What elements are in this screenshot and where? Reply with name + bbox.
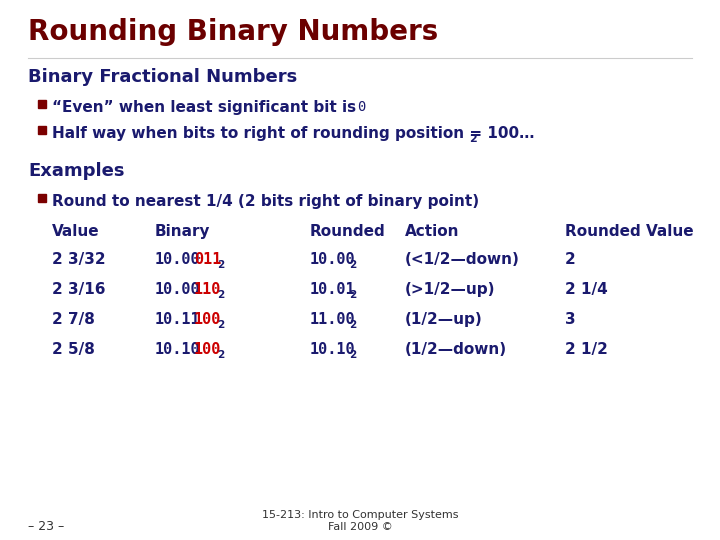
Text: Binary Fractional Numbers: Binary Fractional Numbers	[28, 68, 297, 86]
Text: – 23 –: – 23 –	[28, 520, 64, 533]
Text: 100: 100	[194, 312, 221, 327]
Text: 2 3/32: 2 3/32	[52, 252, 106, 267]
Text: (<1/2—down): (<1/2—down)	[405, 252, 520, 267]
Text: (1/2—down): (1/2—down)	[405, 342, 507, 357]
Text: 2: 2	[217, 260, 225, 270]
Text: 100: 100	[194, 342, 221, 357]
Bar	[38, 194, 46, 202]
Bar	[38, 100, 46, 108]
Text: 2 3/16: 2 3/16	[52, 282, 106, 297]
Text: 15-213: Intro to Computer Systems
Fall 2009 ©: 15-213: Intro to Computer Systems Fall 2…	[262, 510, 458, 531]
Bar	[38, 126, 46, 134]
Text: 2 1/4: 2 1/4	[565, 282, 608, 297]
Text: Binary: Binary	[155, 224, 210, 239]
Text: 011: 011	[194, 252, 221, 267]
Text: Examples: Examples	[28, 162, 125, 180]
Text: 11.00: 11.00	[310, 312, 356, 327]
Text: 2: 2	[349, 290, 356, 300]
Text: 2: 2	[217, 350, 225, 360]
Text: 10.01: 10.01	[310, 282, 356, 297]
Text: Rounding Binary Numbers: Rounding Binary Numbers	[28, 18, 438, 46]
Text: 2: 2	[469, 134, 477, 144]
Text: 2: 2	[349, 320, 356, 330]
Text: Action: Action	[405, 224, 459, 239]
Text: 0: 0	[357, 100, 365, 114]
Text: “Even” when least significant bit is: “Even” when least significant bit is	[52, 100, 361, 115]
Text: Rounded Value: Rounded Value	[565, 224, 693, 239]
Text: 10.10: 10.10	[310, 342, 356, 357]
Text: 2 5/8: 2 5/8	[52, 342, 95, 357]
Text: 10.00: 10.00	[155, 252, 201, 267]
Text: Rounded: Rounded	[310, 224, 386, 239]
Text: 2: 2	[349, 350, 356, 360]
Text: 2 1/2: 2 1/2	[565, 342, 608, 357]
Text: 3: 3	[565, 312, 575, 327]
Text: 2: 2	[217, 320, 225, 330]
Text: 10.11: 10.11	[155, 312, 201, 327]
Text: 10.10: 10.10	[155, 342, 201, 357]
Text: 2: 2	[349, 260, 356, 270]
Text: Round to nearest 1/4 (2 bits right of binary point): Round to nearest 1/4 (2 bits right of bi…	[52, 194, 479, 209]
Text: Half way when bits to right of rounding position = 100…: Half way when bits to right of rounding …	[52, 126, 534, 141]
Text: Value: Value	[52, 224, 99, 239]
Text: 2 7/8: 2 7/8	[52, 312, 95, 327]
Text: 2: 2	[565, 252, 576, 267]
Text: 2: 2	[217, 290, 225, 300]
Text: (1/2—up): (1/2—up)	[405, 312, 482, 327]
Text: (>1/2—up): (>1/2—up)	[405, 282, 495, 297]
Text: 10.00: 10.00	[155, 282, 201, 297]
Text: 10.00: 10.00	[310, 252, 356, 267]
Text: 110: 110	[194, 282, 221, 297]
